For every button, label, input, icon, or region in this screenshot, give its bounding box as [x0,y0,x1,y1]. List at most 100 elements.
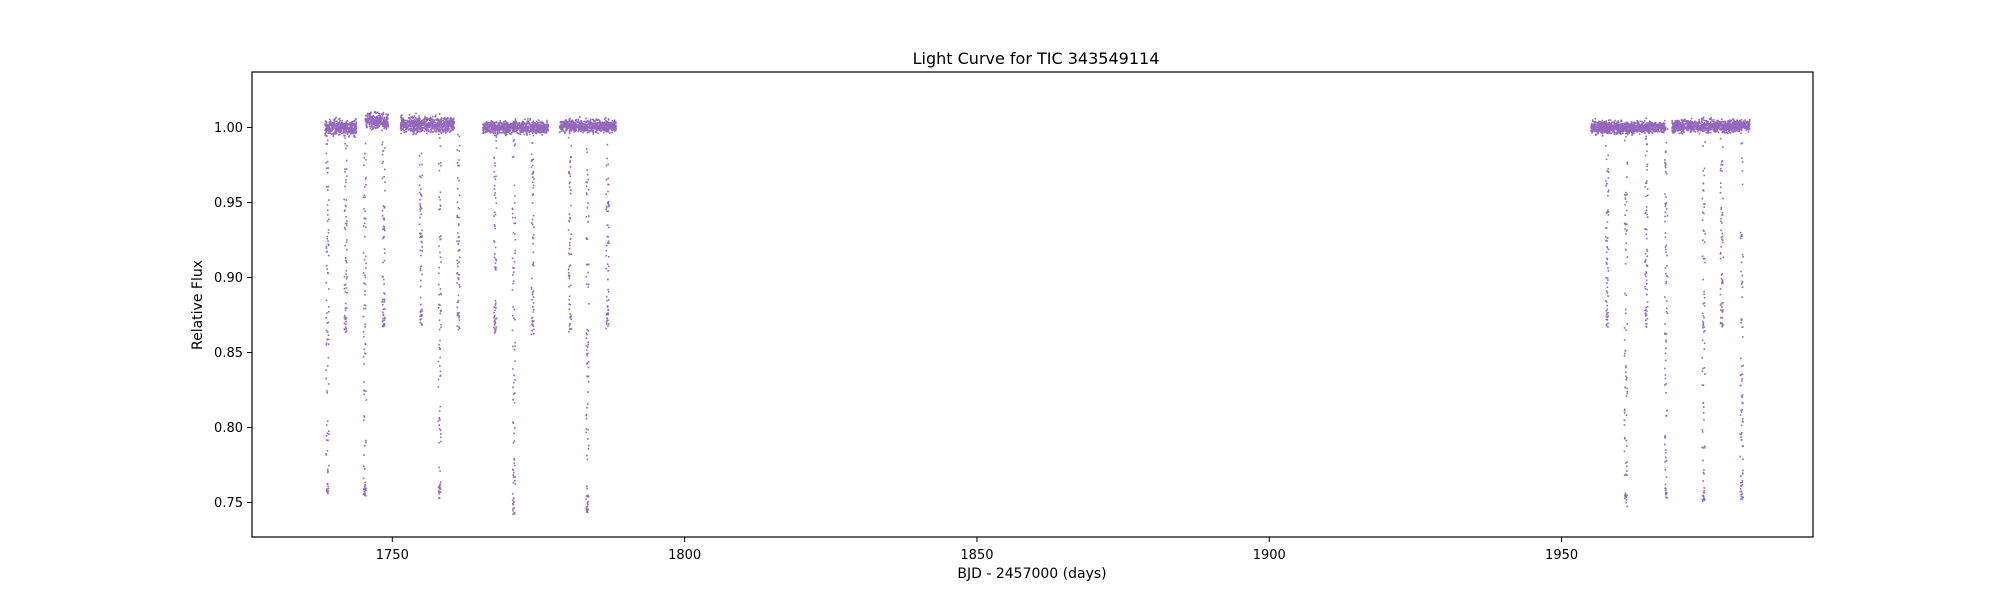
data-point [512,127,514,129]
data-point [326,160,329,163]
data-point [1713,119,1715,121]
data-point [405,131,408,133]
data-point [434,115,437,118]
data-point [1684,126,1686,128]
data-point [540,121,543,124]
data-point [537,119,540,121]
data-point [328,131,331,133]
data-point [325,247,328,249]
data-point [327,439,329,442]
data-point [563,121,565,123]
data-point [1649,122,1652,124]
data-point [1741,126,1743,129]
data-point [1729,122,1731,125]
data-point [606,127,609,129]
data-point [1698,125,1700,127]
data-point [417,125,420,128]
data-point [1747,131,1750,133]
data-point [414,123,416,125]
data-point [333,125,335,127]
data-point [439,120,442,123]
data-point [1703,121,1706,124]
data-point [1746,126,1749,128]
data-point [1705,127,1707,129]
data-point [1724,123,1726,125]
data-point [1591,129,1594,132]
data-point [603,118,606,120]
data-point [326,237,329,240]
data-point [351,120,353,123]
data-point [586,128,588,130]
data-point [506,122,509,125]
data-point [411,117,414,119]
data-point [383,124,386,126]
data-point [1607,119,1610,121]
data-point [590,128,593,131]
data-point [342,127,344,129]
data-point [326,171,329,174]
data-point [1605,123,1608,126]
data-point [537,127,540,129]
data-point [382,113,385,116]
data-point [492,129,495,131]
data-point [326,235,329,238]
data-point [432,123,435,126]
data-point [370,126,372,128]
data-point [451,121,454,124]
data-point [1653,130,1656,132]
data-point [612,125,615,128]
data-point [579,116,581,118]
data-point [1725,127,1728,129]
data-point [1734,126,1737,128]
data-point [532,128,534,130]
data-point [1626,132,1629,134]
data-point [1593,130,1595,133]
data-point [1729,124,1731,127]
data-point [569,123,572,126]
data-point [412,120,415,122]
data-point [326,143,329,145]
data-point [419,131,421,133]
data-point [1637,125,1640,127]
data-point [1714,129,1716,132]
data-point [436,122,439,125]
data-point [1700,129,1702,131]
data-point [1672,127,1675,129]
data-point [611,129,613,131]
data-point [1694,131,1697,133]
data-point [376,115,379,118]
data-point [600,126,602,129]
data-point [434,122,436,124]
data-point [437,121,439,124]
data-point [381,123,383,125]
data-point [615,128,617,130]
data-point [541,127,544,130]
data-point [502,129,504,132]
data-point [425,120,427,122]
data-point [373,119,376,122]
data-point [609,127,611,130]
data-point [597,119,600,121]
data-point [444,117,446,120]
data-point [502,124,504,127]
data-point [1689,124,1692,127]
data-point [572,129,575,131]
data-point [1707,130,1709,132]
data-point [419,120,422,123]
data-point [520,128,523,130]
data-point [1598,124,1601,127]
data-point [440,118,443,121]
data-point [507,127,509,130]
data-point [1615,126,1618,129]
data-point [367,119,370,122]
data-point [1747,127,1749,130]
data-point [399,123,402,125]
data-point [1681,126,1684,128]
data-point [411,129,414,132]
data-point [345,127,348,129]
data-point [1590,126,1592,128]
data-point [328,244,330,246]
data-point [501,126,504,129]
data-point [376,111,379,114]
data-point [607,129,609,132]
